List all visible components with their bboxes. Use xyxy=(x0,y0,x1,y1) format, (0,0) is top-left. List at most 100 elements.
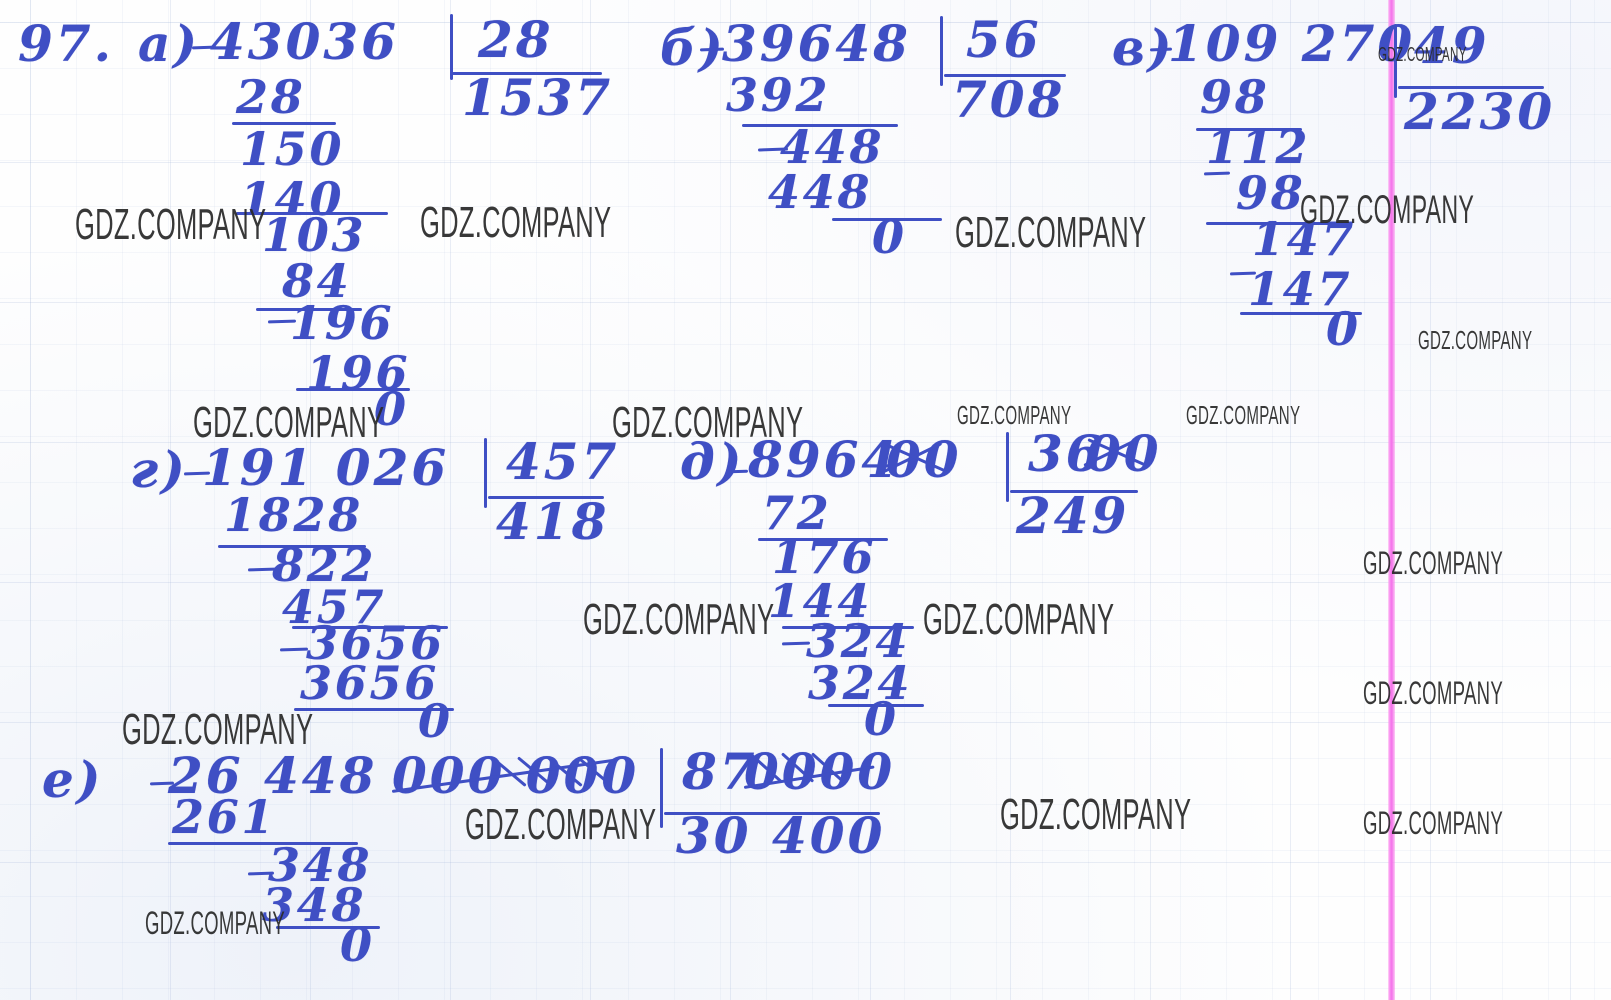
quotient-rule-d xyxy=(1010,490,1138,493)
step-rule-b-1 xyxy=(742,124,898,127)
problem-e-divisor: 87 xyxy=(682,742,758,801)
problem-d-step-3: 144 xyxy=(768,574,873,628)
problem-d-dividend: 8964 xyxy=(748,430,900,489)
problem-a-step-5: 84 xyxy=(282,254,352,308)
problem-b-step-3: 448 xyxy=(768,165,873,219)
problem-d-quotient: 249 xyxy=(1016,486,1130,545)
quotient-rule-b xyxy=(944,74,1066,77)
problem-e-quotient: 30 400 xyxy=(676,806,886,865)
division-bar-b xyxy=(940,16,943,86)
minus-sign xyxy=(279,647,309,652)
division-bar-g xyxy=(484,438,487,508)
step-rule-v-1 xyxy=(1196,128,1302,131)
problem-d-step-1: 72 xyxy=(762,486,832,540)
watermark: GDZ.COMPANY xyxy=(420,198,612,247)
step-rule-a-3 xyxy=(256,308,362,311)
problem-v-dividend: 109 270 xyxy=(1168,14,1416,73)
problem-b-label: б) xyxy=(660,18,726,77)
pink-margin-rule xyxy=(1388,0,1395,1000)
step-rule-d-1 xyxy=(758,538,888,541)
problem-d-remainder: 0 xyxy=(864,692,899,746)
division-bar-v xyxy=(1394,24,1397,98)
problem-g-divisor: 457 xyxy=(506,432,620,491)
problem-e-dividend-cancelled-zeros: 000 000 xyxy=(392,746,640,805)
step-rule-g-1 xyxy=(218,545,366,548)
problem-a-step-3: 140 xyxy=(240,172,345,226)
problem-e-dividend: 26 448 xyxy=(168,746,378,805)
watermark: GDZ.COMPANY xyxy=(955,208,1147,257)
step-rule-v-3 xyxy=(1240,312,1362,315)
problem-g-remainder: 0 xyxy=(418,694,453,748)
step-rule-e-2 xyxy=(276,926,380,929)
problem-e-step-3: 348 xyxy=(262,878,367,932)
problem-d-divisor: 36 xyxy=(1028,424,1104,483)
quotient-rule-a xyxy=(452,72,602,75)
division-bar-e xyxy=(660,748,663,828)
problem-g-dividend: 191 026 xyxy=(202,438,450,497)
problem-d-label: д) xyxy=(680,432,745,491)
problem-v-step-4: 147 xyxy=(1252,212,1357,266)
problem-e-label: е) xyxy=(42,750,104,809)
quotient-rule-v xyxy=(1398,86,1544,89)
problem-a-step-7: 196 xyxy=(306,346,411,400)
watermark: GDZ.COMPANY xyxy=(583,595,775,644)
problem-d-step-4: 324 xyxy=(806,614,911,668)
problem-d-step-2: 176 xyxy=(772,530,877,584)
problem-d-step-5: 324 xyxy=(808,656,913,710)
problem-b-quotient: 708 xyxy=(952,70,1066,129)
minus-sign xyxy=(1203,171,1231,176)
problem-a-step-6: 196 xyxy=(290,296,395,350)
step-rule-v-2 xyxy=(1206,222,1334,225)
watermark: GDZ.COMPANY xyxy=(465,800,657,849)
problem-g-quotient: 418 xyxy=(496,492,610,551)
division-bar-d xyxy=(1006,432,1009,502)
problem-v-quotient: 2230 xyxy=(1404,82,1556,141)
problem-a-step-1: 28 xyxy=(236,70,306,124)
problem-v-label: в) xyxy=(1112,18,1175,77)
division-bar-a xyxy=(450,14,453,80)
problem-b-step-1: 392 xyxy=(726,68,831,122)
problem-a-step-2: 150 xyxy=(240,122,345,176)
watermark: GDZ.COMPANY xyxy=(1363,545,1503,581)
watermark: GDZ.COMPANY xyxy=(1363,805,1503,841)
problem-e-step-1: 261 xyxy=(172,790,277,844)
step-rule-b-2 xyxy=(832,218,942,221)
problem-g-step-5: 3656 xyxy=(300,656,440,710)
step-rule-e-1 xyxy=(168,842,358,845)
problem-v-step-2: 112 xyxy=(1206,120,1311,174)
watermark: GDZ.COMPANY xyxy=(75,200,267,249)
problem-a-dividend: 43036 xyxy=(210,12,399,71)
step-rule-a-4 xyxy=(296,388,410,391)
problem-v-step-1: 98 xyxy=(1200,70,1270,124)
step-rule-a-2 xyxy=(236,212,388,215)
problem-g-step-2: 822 xyxy=(272,538,377,592)
quotient-rule-g xyxy=(488,496,604,499)
minus-sign xyxy=(727,469,749,474)
watermark: GDZ.COMPANY xyxy=(1418,325,1533,355)
step-rule-a-1 xyxy=(232,122,336,125)
problem-g-step-4: 3656 xyxy=(306,616,446,670)
problem-v-step-5: 147 xyxy=(1248,262,1353,316)
step-rule-g-3 xyxy=(294,708,454,711)
problem-b-remainder: 0 xyxy=(872,210,907,264)
exercise-number: 97. xyxy=(18,14,114,73)
watermark: GDZ.COMPANY xyxy=(1000,790,1192,839)
problem-v-divisor: 49 xyxy=(1414,16,1490,75)
problem-g-step-1: 1828 xyxy=(224,488,364,542)
watermark: GDZ.COMPANY xyxy=(1186,400,1301,430)
problem-a-step-4: 103 xyxy=(262,208,367,262)
problem-v-step-3: 98 xyxy=(1236,166,1306,220)
problem-e-step-2: 348 xyxy=(268,838,373,892)
problem-b-dividend: 39648 xyxy=(722,14,911,73)
problem-b-step-2: 448 xyxy=(780,120,885,174)
problem-g-step-3: 457 xyxy=(282,580,387,634)
quotient-rule-e xyxy=(664,812,880,815)
problem-g-label: г) xyxy=(130,440,188,499)
problem-a-label: a) xyxy=(138,14,201,73)
watermark: GDZ.COMPANY xyxy=(923,595,1115,644)
step-rule-g-2 xyxy=(292,626,448,629)
watermark: GDZ.COMPANY xyxy=(1363,675,1503,711)
problem-a-divisor: 28 xyxy=(478,10,554,69)
problem-v-remainder: 0 xyxy=(1326,302,1361,356)
